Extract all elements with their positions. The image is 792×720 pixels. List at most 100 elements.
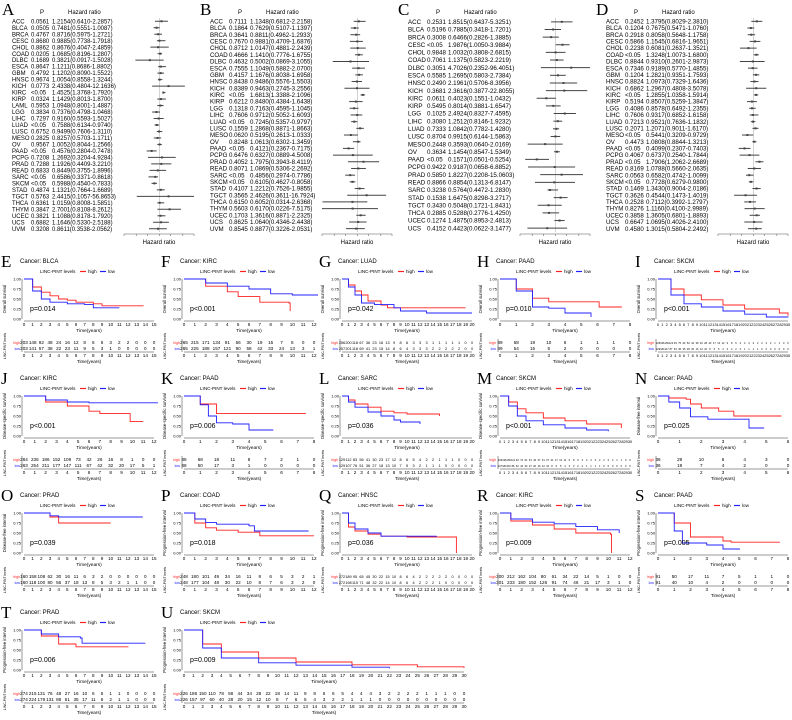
x-axis-label: Hazard ratio — [737, 240, 770, 246]
x-tick-label: 20 — [469, 322, 475, 327]
risk-count-high: 3 — [595, 459, 597, 462]
cancer-title: Cancer: KIRC — [180, 259, 218, 265]
risk-x-tick-label: 8 — [393, 587, 396, 592]
x-tick-label: 25 — [606, 439, 611, 444]
row-p: 0.3080 — [427, 118, 446, 125]
risk-y-axis-label: LINC-PINT levels — [321, 450, 325, 476]
x-tick-label: 7 — [386, 322, 389, 327]
hr-point — [755, 20, 758, 23]
x-tick-label: 1 — [515, 322, 518, 327]
row-hr: 0.8854(0.1313-6.8147) — [448, 179, 511, 186]
risk-x-tick-label: 3 — [215, 353, 218, 358]
cancer-title: Cancer: HNSC — [338, 493, 378, 499]
risk-count-high: 1 — [438, 458, 440, 462]
row-cancer: BRCA — [606, 32, 624, 39]
row-p: 0.5953 — [31, 104, 50, 110]
p-value: p=0.018 — [190, 540, 216, 547]
x-tick-label: 15 — [437, 439, 443, 444]
risk-x-tick-label: 7 — [83, 704, 86, 709]
risk-count-high: 7 — [280, 340, 283, 345]
risk-count-low: 6 — [556, 465, 558, 468]
risk-x-tick-label: 8 — [393, 353, 396, 358]
risk-count-high: 18 — [275, 691, 281, 696]
risk-count-low: 1 — [432, 464, 434, 468]
row-cancer: DLBC — [210, 59, 227, 66]
risk-count-high: 6 — [92, 340, 95, 345]
x-tick-label: 7 — [529, 439, 531, 444]
row-p: 0.4473 — [625, 139, 644, 146]
row-hr: 1.0052(0.8044-1.2566) — [52, 143, 113, 149]
x-tick-label: 20 — [742, 322, 747, 327]
survival-curve-low — [500, 512, 620, 533]
risk-count-high: 93 — [674, 342, 677, 345]
risk-count-high: 0 — [458, 458, 460, 462]
row-cancer: HNSC — [408, 80, 426, 87]
survival-curve-high — [184, 278, 291, 311]
risk-count-low: 10 — [265, 697, 271, 702]
risk-count-high: 3 — [92, 574, 95, 579]
risk-count-low: 44 — [520, 465, 523, 468]
row-cancer: CHOL — [408, 50, 426, 57]
risk-count-low: 69 — [359, 347, 363, 351]
risk-count-low: 37 — [65, 580, 71, 585]
risk-x-tick-label: 7 — [248, 704, 251, 709]
hr-point — [560, 173, 563, 176]
survival-curve-low — [184, 512, 309, 532]
x-tick-label: 29 — [452, 673, 458, 678]
risk-x-axis-label: Time(years) — [395, 359, 420, 364]
risk-x-tick-label: 13 — [554, 470, 559, 475]
risk-count-high: 3 — [765, 457, 768, 462]
p-value: p=0.010 — [506, 306, 532, 313]
risk-count-high: 2 — [603, 459, 605, 462]
risk-label-low: low — [175, 347, 181, 351]
y-tick-label: 0.00 — [489, 317, 498, 322]
risk-count-low: 0 — [612, 346, 615, 351]
risk-label-high: high — [647, 458, 654, 462]
risk-x-axis-label: Time(years) — [77, 476, 102, 481]
row-hr: 0.4023(0.1551-1.0432) — [448, 95, 511, 102]
risk-count-low: 54 — [514, 346, 520, 351]
panel-letter: M — [477, 369, 492, 388]
risk-count-low: 28 — [228, 697, 234, 702]
risk-count-high: 0 — [142, 457, 145, 462]
y-tick-label: 0.75 — [173, 287, 182, 292]
risk-x-tick-label: 8 — [629, 353, 632, 358]
risk-count-low: 7 — [285, 697, 288, 702]
risk-count-low: 160 — [20, 580, 28, 585]
y-axis-label: Overall survival — [162, 285, 167, 314]
y-tick-label: 1.00 — [647, 394, 656, 399]
risk-x-tick-label: 22 — [593, 470, 597, 475]
hr-point — [160, 156, 163, 159]
x-tick-label: 4 — [743, 439, 746, 444]
row-hr: 0.7481(0.5551-1.0087) — [52, 26, 113, 32]
row-p: 0.3641 — [229, 32, 248, 39]
risk-x-tick-label: 17 — [450, 587, 456, 592]
risk-x-tick-label: 2 — [44, 470, 47, 475]
x-tick-label: 9 — [399, 322, 402, 327]
row-cancer: GBM — [12, 71, 26, 77]
risk-count-high: 0 — [787, 574, 790, 579]
hr-point — [158, 130, 161, 133]
x-tick-label: 12 — [311, 556, 317, 561]
risk-label-high: high — [647, 575, 654, 579]
cancer-title: Cancer: KIRC — [496, 493, 534, 499]
x-tick-label: 10 — [108, 556, 114, 561]
row-cancer: LIHC — [408, 118, 423, 125]
risk-x-tick-label: 19 — [359, 704, 365, 709]
hr-point — [159, 72, 162, 75]
risk-count-low: 76 — [353, 464, 357, 468]
risk-x-tick-label: 30 — [786, 353, 791, 358]
risk-x-tick-label: 9 — [538, 470, 540, 475]
x-tick-label: 12 — [417, 439, 423, 444]
risk-x-tick-label: 0 — [341, 353, 344, 358]
x-tick-label: 7 — [770, 556, 773, 561]
risk-x-tick-label: 0 — [183, 587, 186, 592]
hr-point — [749, 27, 752, 30]
risk-count-high: 7 — [264, 457, 267, 462]
risk-count-low: 4 — [564, 465, 566, 468]
risk-count-low: 5 — [547, 346, 550, 351]
x-tick-label: 28 — [443, 673, 449, 678]
x-tick-label: 9 — [280, 322, 283, 327]
row-hr: 1.1049(0.5882-2.0700) — [250, 65, 312, 72]
